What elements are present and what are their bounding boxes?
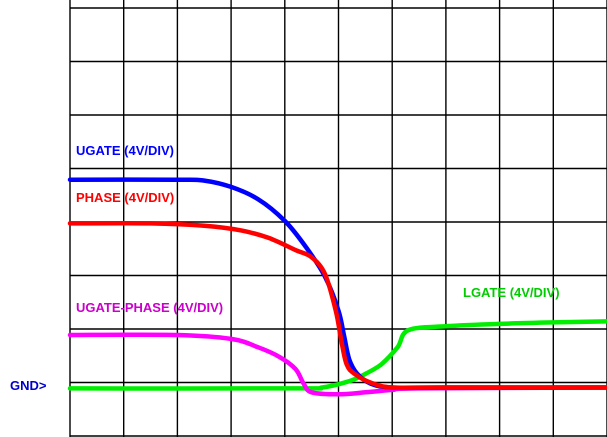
trace-phase [67,220,607,391]
gnd-marker-label: GND> [10,378,47,393]
traces [67,177,607,397]
labels: UGATE (4V/DIV) PHASE (4V/DIV) UGATE-PHAS… [10,143,560,393]
series-label-ugate-phase: UGATE-PHASE (4V/DIV) [76,300,223,315]
series-label-phase: PHASE (4V/DIV) [76,190,174,205]
series-label-ugate: UGATE (4V/DIV) [76,143,174,158]
grid [69,0,607,437]
series-label-lgate: LGATE (4V/DIV) [463,285,560,300]
